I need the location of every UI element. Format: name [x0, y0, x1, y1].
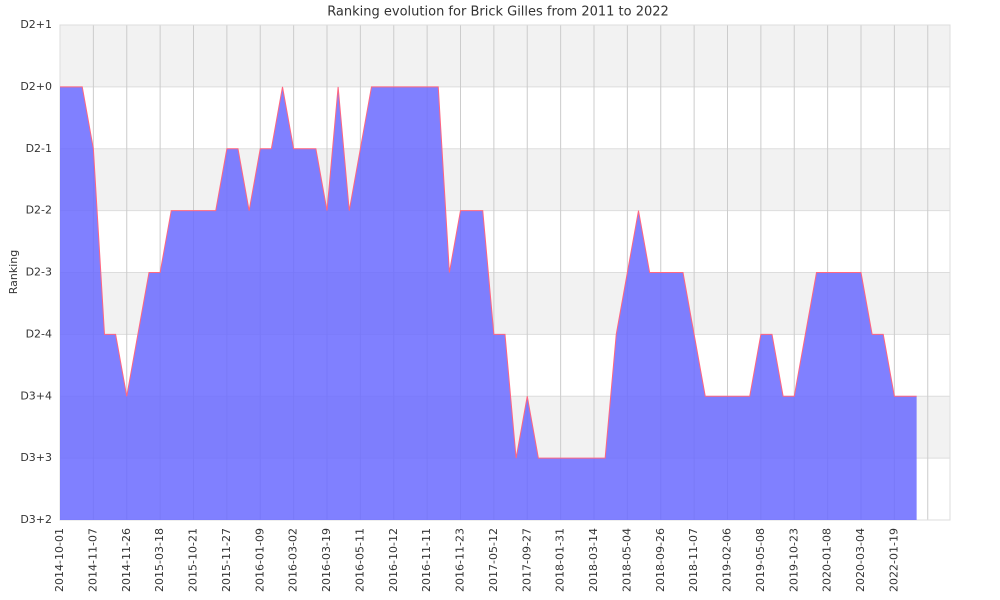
area [60, 86, 917, 520]
x-tick-label: 2018-11-07 [687, 528, 700, 592]
y-tick-label: D2+0 [20, 80, 52, 93]
y-tick-label: D3+4 [20, 389, 52, 402]
x-tick-label: 2016-01-09 [253, 528, 266, 592]
y-tick-label: D3+3 [20, 451, 52, 464]
x-tick-label: 2014-10-01 [53, 528, 66, 592]
x-tick-label: 2016-03-02 [287, 528, 300, 592]
x-tick-label: 2016-11-23 [454, 528, 467, 592]
x-tick-label: 2018-05-04 [620, 528, 633, 592]
x-tick-label: 2018-01-31 [554, 528, 567, 592]
x-tick-label: 2018-09-26 [654, 528, 667, 592]
y-tick-label: D3+2 [20, 513, 52, 526]
x-tick-label: 2018-03-14 [587, 528, 600, 592]
x-tick-label: 2019-05-08 [754, 528, 767, 592]
grid-band [60, 148, 950, 211]
x-tick-label: 2019-02-06 [721, 528, 734, 592]
y-tick-label: D2-3 [26, 266, 52, 279]
x-tick-label: 2014-11-07 [86, 528, 99, 592]
x-tick-label: 2020-01-08 [821, 528, 834, 592]
x-tick-label: 2016-05-11 [353, 528, 366, 592]
grid-band [60, 25, 950, 87]
x-tick-label: 2015-10-21 [187, 528, 200, 592]
y-tick-label: D2-4 [26, 327, 52, 340]
x-tick-label: 2017-09-27 [520, 528, 533, 592]
y-tick-label: D2-1 [26, 142, 52, 155]
y-tick-label: D2-2 [26, 204, 52, 217]
x-tick-label: 2016-11-11 [420, 528, 433, 592]
x-tick-label: 2016-10-12 [387, 528, 400, 592]
area-line [60, 86, 917, 459]
x-tick-label: 2015-11-27 [220, 528, 233, 592]
x-tick-label: 2016-03-19 [320, 528, 333, 592]
y-tick-label: D2+1 [20, 18, 52, 31]
x-tick-label: 2019-10-23 [787, 528, 800, 592]
chart-title: Ranking evolution for Brick Gilles from … [327, 5, 669, 20]
x-tick-label: 2017-05-12 [487, 528, 500, 592]
x-tick-label: 2015-03-18 [153, 528, 166, 592]
x-tick-label: 2014-11-26 [120, 528, 133, 592]
x-tick-label: 2022-01-19 [887, 528, 900, 592]
y-axis-label: Ranking [7, 250, 20, 295]
x-tick-label: 2020-03-04 [854, 528, 867, 592]
